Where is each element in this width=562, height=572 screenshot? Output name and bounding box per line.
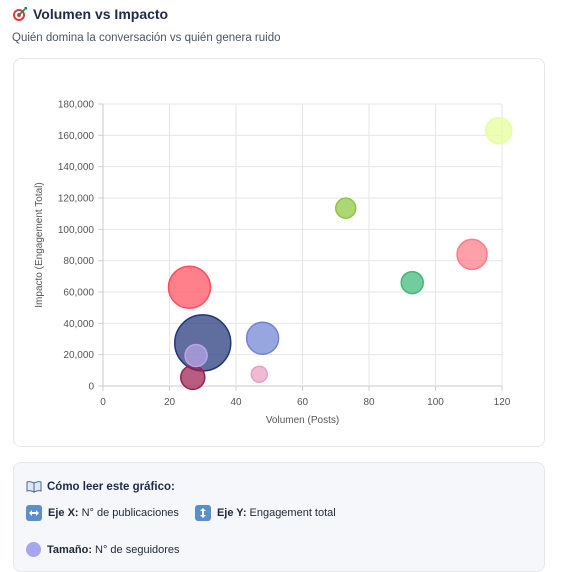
x-tick-label: 0 xyxy=(100,397,106,408)
legend-item-size: Tamaño: N° de seguidores xyxy=(26,542,180,557)
size-description: N° de seguidores xyxy=(95,543,180,556)
title-row: Volumen vs Impacto xyxy=(12,5,552,23)
bubble-chart[interactable]: 0 20,000 40,000 60,000 80,000 100,000 120,000 1… xyxy=(14,59,546,448)
x-tick-label: 20 xyxy=(164,397,176,408)
page-subtitle: Quién domina la conversación vs quién ge… xyxy=(12,32,281,44)
x-tick-label: 100 xyxy=(427,397,444,408)
bubble-point xyxy=(334,197,357,219)
bubble-point xyxy=(250,365,269,383)
y-tick-label: 180,000 xyxy=(58,100,95,111)
up-down-arrow-icon xyxy=(194,505,211,521)
circle-icon xyxy=(26,542,41,557)
bubble-point xyxy=(167,265,212,310)
legend-item-y-axis: Eje Y: Engagement total xyxy=(194,505,336,521)
legend-row-axes: Eje X: N° de publicaciones Eje Y: Engage… xyxy=(26,505,336,521)
x-tick-label: 80 xyxy=(363,397,375,408)
bubble-point xyxy=(180,364,206,391)
legend-item-x-axis: Eje X: N° de publicaciones xyxy=(26,505,179,521)
bubble-point xyxy=(484,116,513,145)
legend-title-text: Cómo leer este gráfico: xyxy=(47,480,175,493)
x-axis-title: Volumen (Posts) xyxy=(266,415,339,426)
bubble-point xyxy=(184,343,208,368)
y-tick-label: 80,000 xyxy=(63,256,94,267)
y-axis-label: Eje Y: xyxy=(216,507,247,519)
y-tick-label: 40,000 xyxy=(63,319,94,330)
legend-row-size: Tamaño: N° de seguidores xyxy=(26,542,180,557)
x-axis-label: Eje X: xyxy=(48,507,79,519)
y-tick-label: 160,000 xyxy=(58,131,95,142)
y-tick-label: 60,000 xyxy=(63,288,94,299)
target-icon xyxy=(13,7,27,21)
y-tick-label: 120,000 xyxy=(58,194,95,205)
y-axis-title: Impacto (Engagement Total) xyxy=(34,182,45,307)
legend-title: Cómo leer este gráfico: xyxy=(26,480,175,493)
chart-header: Volumen vs Impacto Quién domina la conve… xyxy=(12,5,552,44)
x-axis-description: N° de publicaciones xyxy=(81,507,179,519)
left-right-arrow-icon xyxy=(26,505,42,521)
x-tick-label: 120 xyxy=(494,397,511,408)
x-tick-label: 60 xyxy=(297,397,309,408)
bubble-point xyxy=(245,321,280,355)
y-tick-label: 20,000 xyxy=(63,350,94,361)
size-label: Tamaño: xyxy=(47,543,93,556)
y-tick-label: 0 xyxy=(88,382,94,393)
x-tick-label: 40 xyxy=(230,397,242,408)
chart-card: 0 20,000 40,000 60,000 80,000 100,000 120,000 1… xyxy=(13,58,545,447)
y-axis-description: Engagement total xyxy=(249,507,336,519)
legend-card: Cómo leer este gráfico: Eje X: N° de pub… xyxy=(13,462,545,572)
bubble-point xyxy=(400,270,424,295)
open-book-icon xyxy=(26,481,42,493)
y-tick-label: 100,000 xyxy=(58,225,95,236)
page-title: Volumen vs Impacto xyxy=(33,6,169,22)
y-tick-label: 140,000 xyxy=(58,162,95,173)
bubble-point xyxy=(456,238,488,271)
